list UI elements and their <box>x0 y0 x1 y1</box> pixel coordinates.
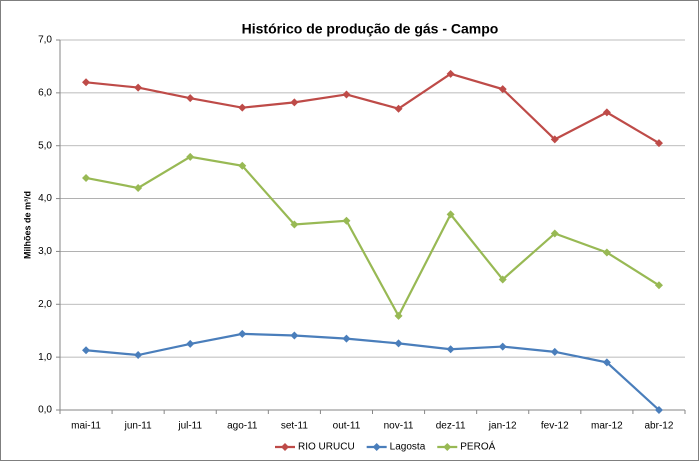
legend-label: Lagosta <box>390 442 426 453</box>
chart-title: Histórico de produção de gás - Campo <box>242 21 499 37</box>
data-point <box>186 152 195 161</box>
legend-label: PEROÁ <box>460 440 495 453</box>
x-tick-label: fev-12 <box>541 421 569 432</box>
data-point <box>498 342 507 351</box>
y-tick-label: 2,0 <box>38 299 52 310</box>
data-point <box>446 210 455 219</box>
data-point <box>290 220 299 229</box>
data-point <box>82 346 91 355</box>
data-point <box>238 329 247 338</box>
x-tick-label: jul-11 <box>177 421 202 432</box>
y-tick-label: 7,0 <box>38 35 52 46</box>
x-tick-label: jun-11 <box>124 421 152 432</box>
x-tick-label: mai-11 <box>71 421 101 432</box>
x-tick-label: jan-12 <box>488 421 517 432</box>
data-point <box>394 339 403 348</box>
data-point <box>186 339 195 348</box>
data-point <box>342 90 351 99</box>
data-point <box>134 184 143 192</box>
series-line <box>85 72 660 145</box>
data-point <box>654 406 663 414</box>
series-line <box>85 155 660 319</box>
y-tick-label: 6,0 <box>38 87 52 98</box>
data-point <box>290 98 299 107</box>
data-point <box>238 103 247 112</box>
x-tick-label: nov-11 <box>384 421 414 432</box>
x-tick-label: abr-12 <box>645 421 674 432</box>
data-point <box>394 104 403 113</box>
y-tick-label: 5,0 <box>38 140 52 151</box>
data-point <box>498 85 507 94</box>
data-point <box>342 216 351 225</box>
x-tick-label: dez-11 <box>436 421 466 432</box>
series-line <box>85 332 660 411</box>
y-tick-label: 4,0 <box>38 193 52 204</box>
x-tick-label: set-11 <box>281 421 308 432</box>
data-point <box>342 334 351 343</box>
y-tick-label: 1,0 <box>38 352 52 363</box>
legend-marker <box>281 443 289 451</box>
data-point <box>550 229 559 238</box>
data-point <box>602 358 611 367</box>
legend-label: RIO URUCU <box>298 442 355 453</box>
data-point <box>134 351 143 360</box>
data-point <box>186 94 195 103</box>
data-point <box>602 248 611 257</box>
data-point <box>602 108 611 117</box>
x-tick-label: ago-11 <box>227 421 258 432</box>
data-point <box>446 69 455 78</box>
data-point <box>550 135 559 144</box>
x-tick-label: out-11 <box>333 421 361 432</box>
data-point <box>550 347 559 356</box>
data-point <box>134 83 143 92</box>
y-tick-label: 3,0 <box>38 246 52 257</box>
legend-marker <box>372 443 381 451</box>
y-tick-label: 0,0 <box>38 405 52 416</box>
data-point <box>446 345 455 354</box>
y-axis-label: Milhões de m³/d <box>22 191 32 259</box>
data-point <box>654 139 663 148</box>
data-point <box>394 311 403 320</box>
x-tick-label: mar-12 <box>591 421 623 432</box>
legend-marker <box>443 443 452 451</box>
data-point <box>82 173 91 182</box>
data-point <box>82 78 91 87</box>
data-point <box>498 275 507 284</box>
data-point <box>290 331 299 340</box>
data-point <box>238 161 247 170</box>
data-point <box>654 281 663 290</box>
